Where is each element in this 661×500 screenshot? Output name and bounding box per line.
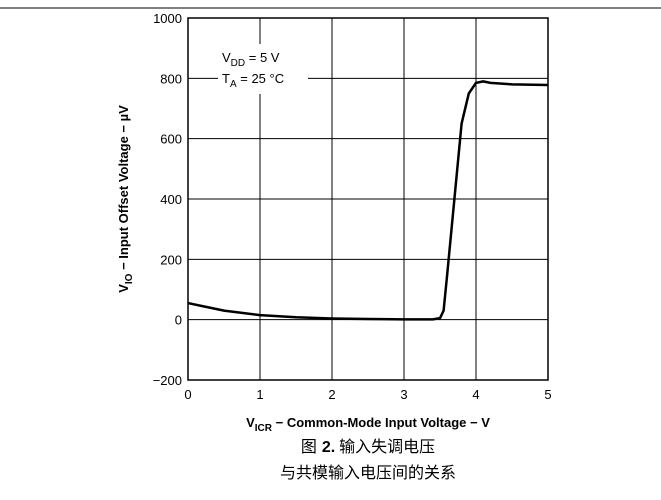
y-tick-label: 400 [160,192,182,207]
y-axis-label: VIO − Input Offset Voltage − µV [116,105,135,293]
annotation: VDD = 5 V [222,50,280,69]
y-tick-label: 600 [160,132,182,147]
y-label-rest: − Input Offset Voltage − µV [116,105,131,274]
caption: 图 2. 输入失调电压 [301,438,435,456]
plot-frame [187,17,549,381]
annotation-main: V [222,50,231,65]
x-label-main: V [246,415,255,430]
caption-label: 图 [301,439,317,456]
caption-title: 输入失调电压 [339,438,435,456]
x-tick-label: 1 [256,387,263,402]
y-label-sub: IO [124,273,135,284]
x-tick-label: 2 [328,387,335,402]
caption-subtitle: 与共模输入电压间的关系 [280,464,456,482]
x-label-sub: ICR [255,423,273,434]
annotation-sub: DD [231,58,245,69]
y-tick-label: 1000 [153,11,182,26]
x-tick-label: 5 [544,387,551,402]
annotation-sub: A [230,79,237,90]
caption-number: 2. [322,439,335,456]
x-axis-label: VICR − Common-Mode Input Voltage − V [246,415,490,434]
annotation-rest: = 25 °C [237,71,284,86]
y-tick-label: 200 [160,252,182,267]
annotation: TA = 25 °C [222,71,284,90]
data-line [187,80,549,321]
x-label-rest: − Common-Mode Input Voltage − V [272,415,490,430]
y-tick-label: 800 [160,71,182,86]
y-label-main: V [116,284,131,293]
annotation-main: T [222,71,230,86]
y-tick-label: 0 [175,313,182,328]
annotation-box [218,44,308,94]
x-tick-label: 4 [472,387,479,402]
y-tick-label: −200 [153,373,182,388]
annotation-rest: = 5 V [245,50,280,65]
x-tick-label: 3 [400,387,407,402]
x-tick-label: 0 [184,387,191,402]
